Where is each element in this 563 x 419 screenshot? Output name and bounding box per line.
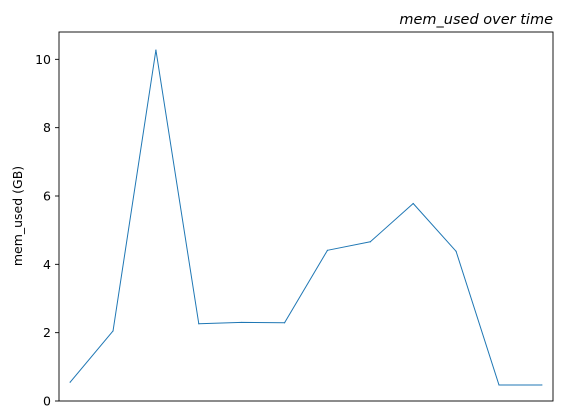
data-point [369, 241, 371, 243]
y-tick-label: 10 [35, 52, 51, 67]
data-point [69, 381, 71, 383]
y-tick-label: 6 [43, 189, 51, 204]
y-tick-label: 2 [43, 325, 51, 340]
data-point [541, 384, 543, 386]
series-layer [69, 49, 543, 386]
y-tick-label: 8 [43, 120, 51, 135]
plot-area-frame [58, 31, 554, 402]
y-axis-ticks: 0 2 4 6 8 10 [35, 52, 59, 409]
chart-title: mem_used over time [399, 12, 553, 28]
data-point [155, 49, 157, 51]
data-point [112, 330, 114, 332]
data-point [498, 384, 500, 386]
y-tick-label: 4 [43, 257, 51, 272]
y-axis-label: mem_used (GB) [10, 166, 25, 266]
data-point [455, 250, 457, 252]
y-tick-label: 0 [43, 394, 51, 409]
data-point [198, 323, 200, 325]
data-point [326, 249, 329, 251]
data-point [241, 321, 243, 324]
data-point [283, 322, 286, 324]
series-line [69, 49, 542, 386]
data-point [412, 202, 414, 205]
